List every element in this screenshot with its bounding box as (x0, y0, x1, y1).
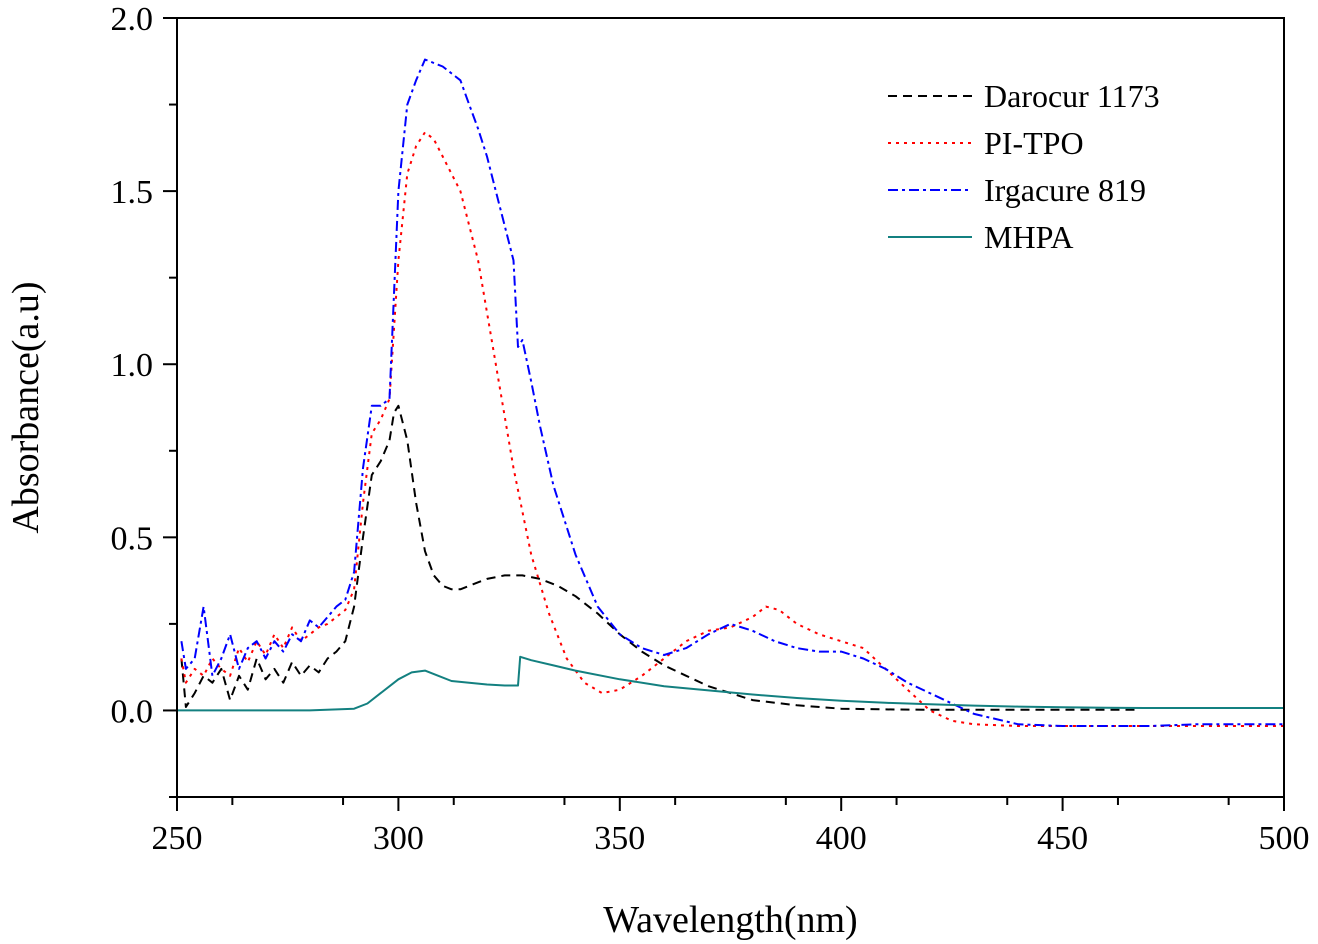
ticks-layer: 250 300 350 400 450 500 0.0 0.5 1.0 1.5 2.0 (111, 1, 1310, 857)
legend-label: Darocur 1173 (984, 78, 1160, 114)
y-tick-label: 0.5 (111, 520, 154, 557)
legend-label: Irgacure 819 (984, 172, 1146, 208)
y-tick-label: 0.0 (111, 693, 154, 730)
y-axis-title: Absorbance(a.u) (5, 281, 47, 533)
legend-label: MHPA (984, 219, 1074, 255)
series-line-2 (180, 58, 1284, 727)
legend-label: PI-TPO (984, 125, 1084, 161)
x-tick-label: 300 (373, 820, 424, 857)
series-layer (177, 58, 1284, 727)
x-axis-title: Wavelength(nm) (603, 899, 857, 941)
x-tick-label: 350 (594, 820, 645, 857)
series-line-0 (180, 404, 1138, 711)
series-line-3 (177, 655, 1284, 712)
x-tick-label: 500 (1259, 820, 1310, 857)
legend: Darocur 1173 PI-TPO Irgacure 819 MHPA (888, 78, 1160, 255)
y-tick-label: 1.0 (111, 347, 154, 384)
plot-frame (176, 17, 1285, 798)
x-tick-label: 400 (816, 820, 867, 857)
y-tick-label: 2.0 (111, 1, 154, 38)
x-tick-label: 450 (1037, 820, 1088, 857)
y-tick-label: 1.5 (111, 174, 154, 211)
x-tick-label: 250 (152, 820, 203, 857)
